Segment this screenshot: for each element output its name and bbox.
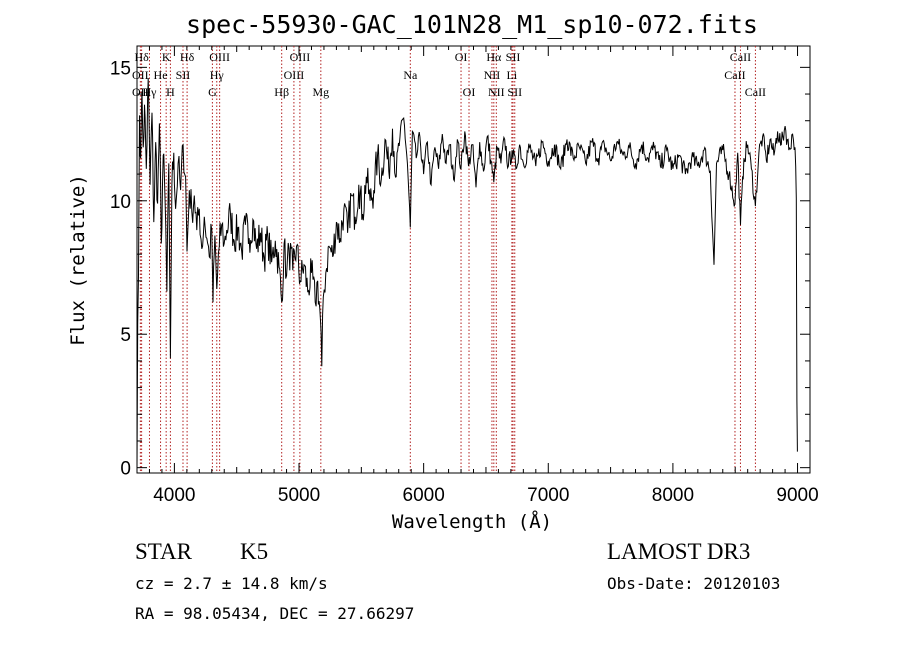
line-label: CaII	[724, 68, 745, 82]
line-label: Hα	[486, 50, 502, 64]
line-label: OI	[463, 85, 476, 99]
x-tick-label: 8000	[652, 485, 694, 506]
line-label: He	[154, 68, 168, 82]
chart-title: spec-55930-GAC_101N28_M1_sp10-072.fits	[186, 10, 758, 39]
object-subclass: K5	[240, 539, 269, 564]
line-label: G	[208, 85, 217, 99]
x-axis: 4000 5000 6000 7000 8000 9000	[136, 46, 819, 506]
line-label: NII	[484, 68, 501, 82]
y-axis-label: Flux (relative)	[67, 174, 89, 346]
line-label: Mg	[312, 85, 329, 99]
y-tick-label: 10	[110, 192, 131, 213]
line-label: SII	[506, 50, 521, 64]
line-label: CaII	[745, 85, 766, 99]
line-label: OII	[132, 68, 149, 82]
line-label: Hβ	[274, 85, 289, 99]
line-label: SII	[507, 85, 522, 99]
line-label: Na	[403, 68, 418, 82]
line-label: Hγ	[142, 85, 157, 99]
line-label: OIII	[290, 50, 311, 64]
line-label: OIII	[284, 68, 305, 82]
x-tick-label: 9000	[776, 485, 818, 506]
plot-frame	[136, 45, 811, 474]
y-axis: 0 5 10 15	[110, 58, 810, 480]
y-tick-label: 0	[120, 459, 131, 480]
x-tick-label: 6000	[403, 485, 445, 506]
line-label: SII	[176, 68, 191, 82]
emission-line-markers	[139, 46, 756, 473]
line-label: Li	[507, 68, 518, 82]
line-label: Hδ	[180, 50, 195, 64]
obs-date: Obs-Date: 20120103	[607, 574, 781, 593]
line-label: OI	[455, 50, 468, 64]
line-label: NII	[488, 85, 505, 99]
line-label: OII	[132, 85, 149, 99]
x-axis-label: Wavelength (Å)	[392, 510, 552, 533]
spectrum-line	[136, 77, 798, 468]
line-label: CaII	[730, 50, 751, 64]
x-tick-label: 4000	[153, 485, 195, 506]
line-label: Hγ	[210, 68, 225, 82]
x-tick-label: 7000	[527, 485, 569, 506]
line-label: OIII	[209, 50, 230, 64]
redshift-info: cz = 2.7 ± 14.8 km/s	[135, 574, 328, 593]
object-class: STAR	[135, 539, 192, 564]
survey-name: LAMOST DR3	[607, 539, 751, 564]
coordinates: RA = 98.05434, DEC = 27.66297	[135, 604, 415, 623]
line-label: Hδ	[134, 50, 149, 64]
y-tick-label: 15	[110, 58, 131, 79]
line-label: K	[162, 50, 171, 64]
line-labels: Hδ K Hδ OIII OIII OI Hα SII CaII OII He SII Hγ OIII Na…	[132, 50, 766, 99]
y-tick-label: 5	[120, 325, 131, 346]
x-tick-label: 5000	[278, 485, 320, 506]
line-label: H	[166, 85, 175, 99]
